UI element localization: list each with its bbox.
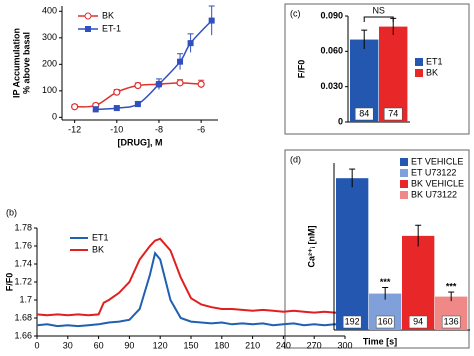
- x-axis-label: [DRUG], M: [118, 137, 163, 147]
- x-tick-label: 150: [183, 340, 198, 350]
- point: [197, 80, 205, 88]
- y-tick-label: 1.74: [14, 258, 32, 268]
- significance: ***: [380, 277, 391, 287]
- legend-marker: [84, 12, 92, 20]
- y-tick-label: 1.68: [14, 312, 32, 322]
- annotation: NS: [372, 5, 385, 15]
- y-axis-label: % above basal: [21, 32, 31, 94]
- x-tick-label: -12: [68, 124, 81, 134]
- y-tick-label: 1.76: [14, 240, 32, 250]
- legend-label: ET1: [92, 232, 109, 242]
- n-box: [408, 315, 428, 329]
- y-tick-label: 1.72: [14, 276, 32, 286]
- y-tick-label: 400: [42, 6, 57, 16]
- x-tick-label: 240: [276, 340, 291, 350]
- point: [134, 101, 141, 108]
- trace: [36, 250, 346, 328]
- n-label: 136: [444, 316, 459, 326]
- y-tick-label: 1.78: [14, 222, 32, 232]
- fit-curve: [95, 20, 213, 111]
- x-tick-label: 180: [214, 340, 229, 350]
- legend-swatch: [415, 58, 423, 66]
- point: [208, 17, 215, 24]
- x-tick-label: 30: [63, 340, 73, 350]
- point: [71, 103, 79, 111]
- panel-label: (d): [290, 154, 301, 164]
- panel-frame: [284, 149, 470, 349]
- y-axis-label: F/F0: [4, 273, 14, 292]
- legend-label: BK: [426, 67, 438, 77]
- y-axis-label: F/F0: [296, 60, 306, 79]
- y-tick-label: 200: [42, 59, 57, 69]
- x-axis-label: Time [s]: [363, 336, 397, 346]
- bar: [379, 26, 408, 123]
- x-tick-label: 300: [337, 340, 352, 350]
- legend-label: ET-1: [102, 23, 121, 33]
- n-label: 74: [388, 108, 398, 118]
- x-tick-label: -6: [197, 124, 205, 134]
- x-tick-label: -8: [155, 124, 163, 134]
- n-box: [441, 315, 461, 329]
- x-tick-label: -10: [110, 124, 123, 134]
- panel-label: (b): [6, 207, 17, 217]
- point: [92, 106, 99, 113]
- n-box: [342, 315, 362, 329]
- legend-label: BK: [102, 10, 114, 20]
- legend-label: ET U73122: [411, 167, 456, 177]
- y-tick-label: 0.030: [320, 81, 343, 91]
- legend-label: BK: [92, 244, 104, 254]
- x-tick-label: 270: [307, 340, 322, 350]
- n-box: [354, 107, 374, 121]
- y-axis-label: Ca²⁺ᵢ [nM]: [306, 225, 316, 267]
- y-tick-label: 0: [338, 116, 343, 126]
- n-label: 192: [345, 316, 360, 326]
- legend-swatch: [400, 158, 408, 166]
- x-tick-label: 0: [34, 340, 39, 350]
- bar: [402, 235, 435, 330]
- legend-label: ET1: [426, 56, 443, 66]
- n-label: 94: [413, 316, 423, 326]
- legend-swatch: [400, 169, 408, 177]
- trace: [36, 237, 345, 317]
- legend-marker: [85, 26, 91, 32]
- point: [155, 81, 162, 88]
- n-box: [383, 107, 403, 121]
- legend-swatch: [400, 191, 408, 199]
- x-tick-label: 120: [153, 340, 168, 350]
- significance: ***: [446, 281, 457, 291]
- n-box: [375, 315, 395, 329]
- point: [134, 81, 142, 90]
- x-tick-label: 90: [124, 340, 134, 350]
- y-tick-label: 300: [42, 32, 57, 42]
- bracket: [363, 16, 394, 22]
- point: [177, 58, 184, 65]
- panel-frame: [284, 3, 470, 135]
- y-tick-label: 100: [42, 85, 57, 95]
- legend-label: ET VEHICLE: [411, 156, 463, 166]
- legend-label: BK U73122: [411, 189, 457, 199]
- bar: [336, 178, 369, 330]
- point: [113, 88, 121, 96]
- legend-swatch: [415, 69, 423, 77]
- n-label: 84: [359, 108, 369, 118]
- y-tick-label: 0.060: [320, 46, 343, 56]
- x-tick-label: 60: [94, 340, 104, 350]
- y-tick-label: 0.090: [320, 10, 343, 20]
- n-label: 160: [378, 316, 393, 326]
- point: [113, 105, 120, 112]
- point: [187, 40, 194, 47]
- x-tick-label: 210: [245, 340, 260, 350]
- y-axis-label: IP Accumulation: [11, 28, 21, 98]
- legend-label: BK VEHICLE: [411, 178, 464, 188]
- y-tick-label: 1.66: [14, 330, 32, 340]
- panel-label: (c): [290, 8, 301, 18]
- point: [176, 79, 184, 87]
- y-tick-label: 0: [52, 112, 57, 122]
- legend-swatch: [400, 180, 408, 188]
- y-tick-label: 1.7: [19, 294, 32, 304]
